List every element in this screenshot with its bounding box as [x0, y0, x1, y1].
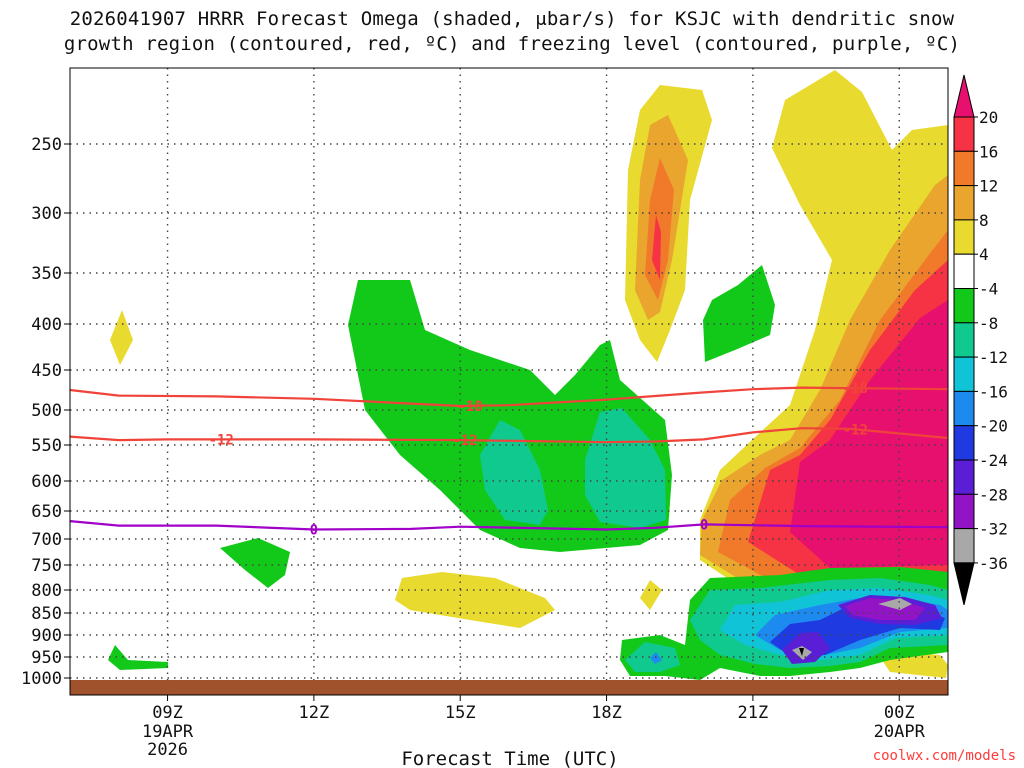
- colorbar-swatch: [953, 390, 975, 427]
- colorbar-swatch: [953, 219, 975, 255]
- colorbar-label: 4: [979, 245, 989, 264]
- colorbar-label: -4: [979, 280, 998, 299]
- colorbar-swatch: [953, 322, 975, 358]
- y-tick-label: 500: [31, 401, 62, 421]
- watermark: coolwx.com/models: [872, 748, 1016, 764]
- colorbar-swatch: [953, 150, 975, 187]
- contour--12: [69, 427, 949, 444]
- y-tick-label: 900: [31, 626, 62, 646]
- temperature-contours: -18 -18 -12 -12 -12 0 0: [69, 381, 949, 538]
- y-tick-label: 300: [31, 204, 62, 224]
- x-tick-label: 18Z: [591, 703, 622, 723]
- contour-label--18: -18: [457, 399, 482, 415]
- x-tick-label: 12Z: [299, 703, 330, 723]
- colorbar-swatch: [953, 425, 975, 461]
- omega-region-neg24: [782, 632, 830, 664]
- colorbar-label: -8: [979, 314, 998, 333]
- y-tick-label: 800: [31, 581, 62, 601]
- contour-label--12: -12: [209, 432, 234, 448]
- y-tick-label: 250: [31, 135, 62, 155]
- y-tick-label: 600: [31, 472, 62, 492]
- colorbar-swatch: [953, 185, 975, 221]
- omega-region-4: [110, 310, 133, 365]
- omega-region-4: [395, 572, 555, 628]
- grid-lines: [70, 68, 948, 680]
- y-tick-label: 950: [31, 648, 62, 668]
- omega-shading: [108, 70, 948, 680]
- colorbar-swatch: [953, 528, 975, 564]
- colorbar-label: -36: [979, 554, 1008, 573]
- colorbar-label: -32: [979, 520, 1008, 539]
- colorbar-swatch: [953, 493, 975, 530]
- y-tick-label: 1000: [21, 669, 62, 689]
- omega-region-neg4: [108, 645, 168, 670]
- omega-region-neg36: [799, 648, 804, 656]
- x-tick-label: 09Z: [152, 703, 183, 723]
- omega-region-neg32: [878, 598, 912, 610]
- y-tick-label: 350: [31, 264, 62, 284]
- colorbar-arrow-bottom: [953, 562, 975, 606]
- colorbar-label: 16: [979, 142, 998, 161]
- omega-region-neg8: [480, 420, 548, 525]
- colorbar-label: -12: [979, 348, 1008, 367]
- y-tick-label: 700: [31, 530, 62, 550]
- colorbar-swatch: [953, 356, 975, 392]
- colorbar-label: -24: [979, 451, 1008, 470]
- colorbar-label: -16: [979, 382, 1008, 401]
- chart-title-line1: 2026041907 HRRR Forecast Omega (shaded, …: [69, 8, 955, 30]
- contour-label-0: 0: [700, 517, 708, 533]
- omega-region-neg8: [585, 408, 666, 528]
- x-tick-year: 2026: [147, 740, 188, 760]
- contour--18: [69, 386, 949, 408]
- colorbar-label: -28: [979, 485, 1008, 504]
- ground-strip: [70, 680, 948, 695]
- x-tick-label: 21Z: [738, 703, 769, 723]
- colorbar-label: 12: [979, 177, 998, 196]
- x-tick-label: 00Z: [884, 703, 915, 723]
- omega-region-neg4: [703, 265, 775, 362]
- colorbar-label: 8: [979, 211, 989, 230]
- plot-frame: [69, 67, 949, 696]
- y-tick-label: 400: [31, 315, 62, 335]
- omega-region-20: [790, 300, 948, 568]
- omega-region-neg16: [650, 652, 662, 664]
- colorbar-swatch: [953, 459, 975, 495]
- y-tick-label: 450: [31, 361, 62, 381]
- colorbar-swatch: [953, 253, 975, 289]
- y-tick-label: 850: [31, 604, 62, 624]
- omega-region-16: [652, 215, 661, 280]
- contour-0: [69, 520, 949, 531]
- contour-label--18: -18: [843, 381, 868, 397]
- colorbar: 20 16 12 8 4 -4 -8 -12 -16 -20 -24 -28 -32 -36: [953, 74, 1008, 606]
- colorbar-swatch: [953, 288, 975, 324]
- omega-region-neg4: [220, 538, 290, 588]
- y-tick-label: 750: [31, 556, 62, 576]
- contour-label--12: -12: [843, 422, 868, 438]
- pressure-axis: 2503003504004505005506006507007508008509…: [21, 135, 70, 689]
- contour-label-0: 0: [310, 522, 318, 538]
- y-tick-label: 650: [31, 502, 62, 522]
- x-tick-date: 19APR: [142, 722, 194, 742]
- contour-label--12: -12: [452, 433, 477, 449]
- colorbar-arrow-top: [953, 74, 975, 118]
- colorbar-label: -20: [979, 417, 1008, 436]
- colorbar-swatch: [953, 116, 975, 152]
- chart-title-line2: growth region (contoured, red, ºC) and f…: [63, 33, 961, 55]
- omega-region-4: [640, 580, 662, 610]
- x-tick-label: 15Z: [445, 703, 476, 723]
- y-tick-label: 550: [31, 436, 62, 456]
- x-tick-date: 20APR: [874, 722, 926, 742]
- colorbar-label: 20: [979, 108, 998, 127]
- x-axis-label: Forecast Time (UTC): [401, 748, 618, 768]
